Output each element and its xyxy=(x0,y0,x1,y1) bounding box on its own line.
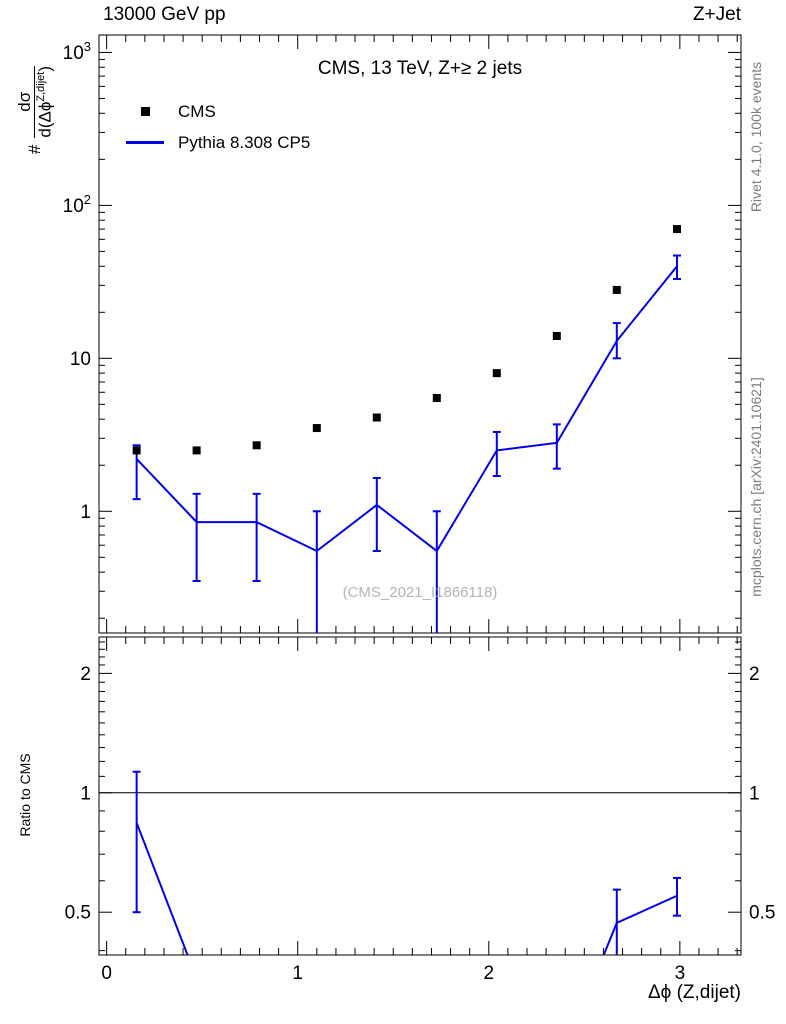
yaxis-prefix: # xyxy=(25,144,44,155)
cms-point xyxy=(252,441,261,450)
legend-item-cms: CMS xyxy=(126,96,310,127)
yaxis-numerator: dσ xyxy=(14,65,36,138)
ratio-panel xyxy=(98,636,742,956)
beam-energy-label: 13000 GeV pp xyxy=(103,4,226,25)
plot-title: CMS, 13 TeV, Z+≥ 2 jets xyxy=(317,58,523,79)
rivet-version-note: Rivet 4.1.0, 100k events xyxy=(748,61,764,213)
svg-text:3: 3 xyxy=(675,963,686,984)
cms-point xyxy=(492,369,501,378)
svg-text:1: 1 xyxy=(80,783,91,804)
ratio-curve xyxy=(135,822,678,955)
svg-text:0: 0 xyxy=(101,963,112,984)
cms-point xyxy=(612,285,621,294)
main-y-axis-label: # dσ d(ΔϕZ,dijet) xyxy=(14,65,55,155)
ratio-y-axis-label: Ratio to CMS xyxy=(17,753,33,837)
svg-text:0.5: 0.5 xyxy=(749,903,775,924)
process-label: Z+Jet xyxy=(692,4,741,25)
svg-text:1: 1 xyxy=(80,502,91,523)
svg-text:10: 10 xyxy=(70,349,91,370)
svg-text:1: 1 xyxy=(749,783,760,804)
cms-point xyxy=(192,446,201,455)
cms-point xyxy=(432,394,441,403)
pythia-line-sample xyxy=(126,141,164,144)
x-axis-label: Δϕ (Z,dijet) xyxy=(647,982,741,1003)
main-panel xyxy=(98,34,742,634)
cms-point xyxy=(552,331,561,340)
legend-label-pythia: Pythia 8.308 CP5 xyxy=(178,132,311,152)
svg-text:1: 1 xyxy=(292,963,303,984)
main-panel-data xyxy=(132,225,681,633)
legend-item-pythia: Pythia 8.308 CP5 xyxy=(126,127,310,158)
svg-text:102: 102 xyxy=(63,192,91,217)
cms-square-marker xyxy=(140,107,150,116)
mcplots-arxiv-note: mcplots.cern.ch [arXiv:2401.10621] xyxy=(748,377,764,597)
legend: CMS Pythia 8.308 CP5 xyxy=(126,96,310,158)
ratio-panel-data xyxy=(132,770,681,955)
cms-point xyxy=(312,424,321,433)
svg-text:0.5: 0.5 xyxy=(65,903,91,924)
svg-text:2: 2 xyxy=(749,664,760,685)
svg-text:2: 2 xyxy=(80,664,91,685)
pythia-curve xyxy=(135,265,678,553)
svg-text:103: 103 xyxy=(63,39,91,64)
svg-text:2: 2 xyxy=(483,963,494,984)
analysis-watermark: (CMS_2021_I1866118) xyxy=(342,584,498,601)
cms-point xyxy=(672,225,681,234)
legend-label-cms: CMS xyxy=(178,101,216,121)
cms-point xyxy=(372,413,381,422)
cms-point xyxy=(132,446,141,455)
